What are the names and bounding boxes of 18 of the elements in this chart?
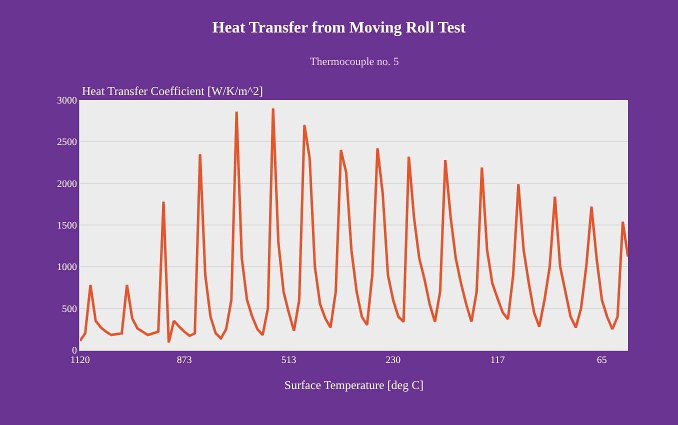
- y-axis-title: Heat Transfer Coefficient [W/K/m^2]: [82, 84, 264, 98]
- x-tick-label: 873: [176, 355, 192, 366]
- y-tick-label: 3000: [57, 96, 77, 106]
- line-series: [80, 107, 628, 344]
- x-axis-title: Surface Temperature [deg C]: [284, 378, 424, 392]
- y-tick-label: 1000: [57, 262, 77, 274]
- x-tick-label: 117: [490, 355, 505, 366]
- y-tick-label: 1500: [57, 220, 77, 232]
- x-tick-label: 1120: [70, 355, 90, 366]
- x-tick-label: 513: [281, 355, 296, 366]
- y-tick-label: 2500: [57, 137, 77, 148]
- y-tick-label: 2000: [57, 178, 77, 190]
- y-tick-label: 500: [62, 304, 77, 315]
- chart-subtitle: Thermocouple no. 5: [310, 56, 400, 68]
- x-tick-label: 230: [386, 355, 401, 366]
- chart-title: Heat Transfer from Moving Roll Test: [212, 19, 466, 36]
- x-tick-label: 65: [596, 355, 607, 366]
- y-tick-label: 0: [72, 346, 77, 356]
